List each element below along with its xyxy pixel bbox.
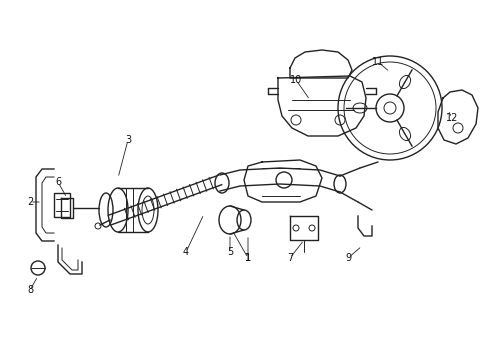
- Text: 8: 8: [27, 285, 33, 295]
- Text: 2: 2: [27, 197, 33, 207]
- Text: 7: 7: [287, 253, 293, 263]
- Text: 10: 10: [290, 75, 302, 85]
- Text: 4: 4: [183, 247, 189, 257]
- Text: 1: 1: [245, 253, 251, 263]
- Text: 11: 11: [372, 57, 384, 67]
- Text: 1: 1: [245, 253, 251, 263]
- Text: 12: 12: [446, 113, 458, 123]
- Text: 6: 6: [55, 177, 61, 187]
- Text: 3: 3: [125, 135, 131, 145]
- Text: 5: 5: [227, 247, 233, 257]
- Text: 9: 9: [345, 253, 351, 263]
